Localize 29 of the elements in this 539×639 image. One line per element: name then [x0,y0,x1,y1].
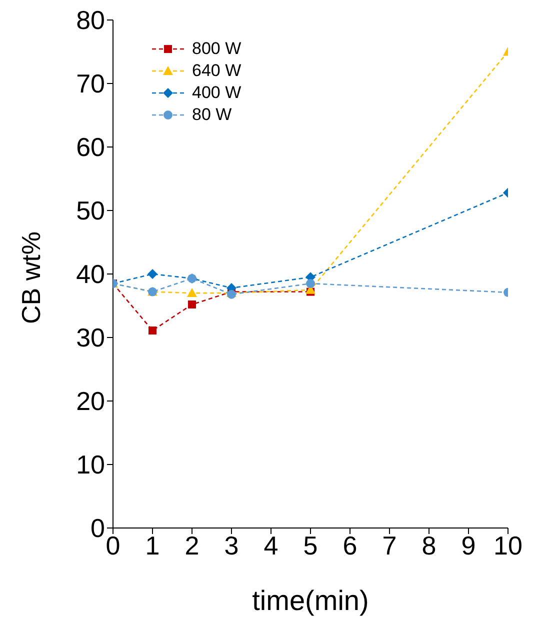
y-tick-label: 50 [76,196,105,226]
y-axis-title: CB wt% [16,232,46,324]
y-tick-label: 80 [76,5,105,36]
x-tick-label: 3 [224,530,239,560]
y-tick-label: 70 [76,68,105,99]
legend-label: 400 W [192,82,242,104]
x-tick-label: 8 [422,530,436,560]
point [148,326,156,335]
x-tick-label: 4 [264,530,278,560]
point [188,300,196,308]
x-tick-label: 9 [461,530,476,560]
y-tick-label: 10 [76,450,105,480]
x-tick-label: 10 [494,530,522,560]
y-tick-label: 60 [76,132,105,162]
point [187,288,197,298]
x-tick-label: 6 [342,530,358,560]
x-tick-label: 7 [382,530,397,560]
x-axis-title: time(min) [252,585,369,616]
x-tick-label: 5 [303,530,318,560]
legend-label: 640 W [192,60,242,82]
y-tick-label: 30 [76,322,105,353]
legend-label: 80 W [192,104,232,126]
x-tick-label: 2 [184,530,200,560]
legend-label: 800 W [192,38,242,60]
x-tick-label: 1 [145,530,160,560]
point [306,279,315,288]
y-tick-label: 40 [76,259,105,290]
point [148,269,158,279]
y-tick-label: 20 [76,386,105,416]
